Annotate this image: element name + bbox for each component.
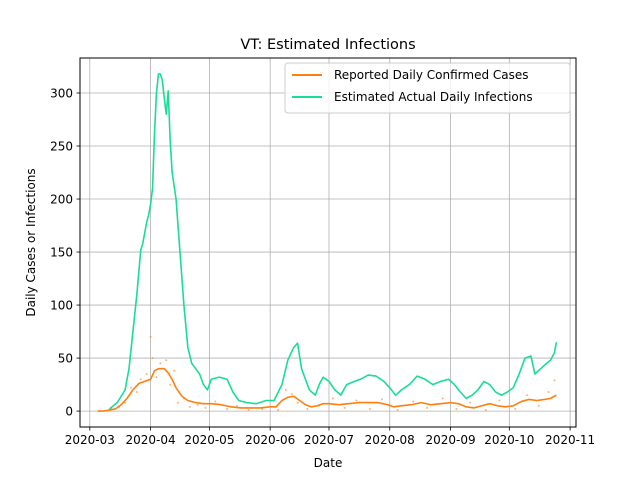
reported-case-point [145, 372, 148, 375]
y-tick-label: 300 [50, 86, 73, 100]
grid [80, 58, 576, 427]
estimated-infections-line [108, 73, 558, 410]
reported-case-point [296, 401, 299, 404]
x-tick-label: 2020-05 [184, 433, 234, 447]
reported-case-point [553, 379, 556, 382]
x-tick-label: 2020-06 [245, 433, 295, 447]
reported-case-point [284, 388, 287, 391]
reported-case-point [139, 378, 142, 381]
reported-case-point [343, 406, 346, 409]
y-tick-label: 100 [50, 298, 73, 312]
y-tick-label: 50 [58, 351, 73, 365]
y-tick-label: 250 [50, 139, 73, 153]
data-layer [97, 73, 558, 413]
reported-case-point [149, 335, 152, 338]
legend-label-reported: Reported Daily Confirmed Cases [334, 68, 529, 82]
reported-case-point [355, 399, 358, 402]
reported-case-point [173, 369, 176, 372]
reported-case-point [484, 409, 487, 412]
x-tick-label: 2020-04 [126, 433, 176, 447]
reported-case-point [525, 394, 528, 397]
reported-case-point [169, 383, 172, 386]
reported-case-point [235, 404, 238, 407]
reported-cases-line [97, 367, 557, 412]
reported-case-point [226, 407, 229, 410]
x-tick-label: 2020-08 [365, 433, 415, 447]
reported-case-point [306, 407, 309, 410]
y-axis-label: Daily Cases or Infections [24, 168, 38, 316]
reported-case-point [469, 401, 472, 404]
x-axis-label: Date [314, 456, 343, 470]
y-tick-label: 150 [50, 245, 73, 259]
y-axis: 0 50 100 150 200 250 300 [50, 86, 80, 418]
reported-case-point [331, 397, 334, 400]
reported-case-point [247, 409, 250, 412]
reported-case-point [396, 409, 399, 412]
reported-case-point [165, 359, 168, 362]
reported-case-point [277, 409, 280, 412]
x-tick-label: 2020-07 [304, 433, 354, 447]
reported-case-point [455, 407, 458, 410]
reported-case-point [498, 399, 501, 402]
reported-case-point [196, 403, 199, 406]
reported-case-point [177, 401, 180, 404]
reported-case-point [514, 407, 517, 410]
x-tick-label: 2020-09 [425, 433, 475, 447]
reported-case-point [441, 397, 444, 400]
y-tick-label: 0 [65, 404, 73, 418]
legend-box [284, 62, 571, 114]
reported-case-point [151, 357, 154, 360]
reported-case-point [129, 386, 132, 389]
reported-case-point [537, 404, 540, 407]
x-tick-label: 2020-03 [65, 433, 115, 447]
reported-case-point [135, 391, 138, 394]
chart-title: VT: Estimated Infections [240, 37, 415, 53]
legend: Reported Daily Confirmed Cases Estimated… [284, 62, 571, 114]
legend-label-estimated: Estimated Actual Daily Infections [334, 90, 533, 104]
reported-case-point [412, 400, 415, 403]
reported-case-point [290, 393, 293, 396]
reported-case-point [155, 376, 158, 379]
reported-case-point [426, 406, 428, 409]
reported-case-point [214, 400, 217, 403]
x-tick-label: 2020-11 [545, 433, 595, 447]
reported-case-point [188, 405, 191, 408]
reported-case-point [159, 362, 162, 365]
reported-case-point [380, 398, 383, 401]
x-axis: 2020-03 2020-04 2020-05 2020-06 2020-07 2020-… [65, 427, 595, 447]
x-tick-label: 2020-10 [484, 433, 534, 447]
reported-case-point [204, 406, 207, 409]
reported-case-point [547, 391, 550, 394]
plot-frame [79, 57, 577, 428]
y-tick-label: 200 [50, 192, 73, 206]
reported-case-point [369, 407, 372, 410]
